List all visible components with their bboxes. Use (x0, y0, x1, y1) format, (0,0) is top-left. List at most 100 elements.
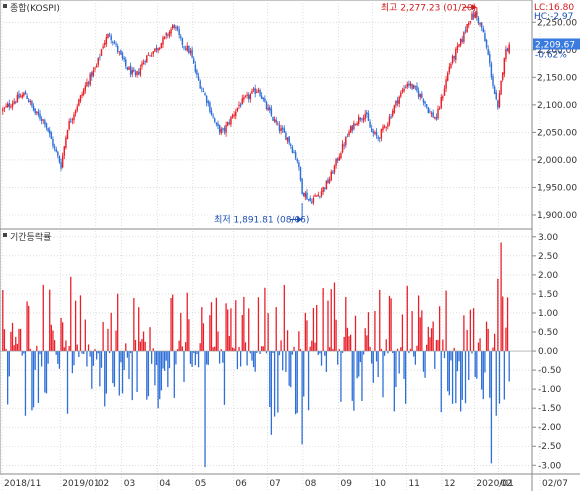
change-bar (482, 351, 484, 400)
change-bar (369, 346, 371, 352)
candle-body (404, 87, 407, 89)
candle-body (23, 93, 25, 96)
change-bar (366, 335, 368, 352)
change-bar (2, 289, 4, 352)
candle-body (396, 100, 399, 104)
candle-body (506, 48, 509, 52)
candle-body (21, 94, 23, 98)
x-tick-label: 03 (124, 479, 135, 489)
change-bar (424, 351, 426, 378)
change-bar (372, 351, 374, 383)
change-bar (217, 331, 219, 352)
change-bar (154, 351, 156, 386)
candle-body (82, 89, 85, 95)
candle-body (328, 179, 331, 183)
x-tick-label: 11 (408, 479, 419, 489)
candle-body (249, 94, 252, 100)
candle-body (345, 137, 347, 146)
change-bar (76, 344, 78, 352)
change-bar (361, 351, 363, 401)
candle-body (26, 95, 28, 99)
change-bar (371, 351, 373, 364)
change-bar (196, 351, 198, 355)
candle-body (472, 13, 475, 18)
change-bar (485, 321, 488, 352)
candle-body (283, 128, 286, 133)
candle-body (374, 132, 376, 134)
change-tick-label: 2.00 (538, 271, 558, 281)
change-bar (455, 351, 457, 404)
candle-body (86, 81, 88, 87)
change-bar (105, 351, 107, 394)
candle-body (435, 117, 438, 120)
candle-body (461, 39, 464, 42)
candle-body (285, 132, 287, 140)
change-bar (95, 351, 98, 360)
change-bar (285, 351, 287, 372)
change-bar (322, 288, 324, 352)
change-bar (403, 351, 405, 379)
candle-body (324, 187, 326, 189)
change-bar (83, 351, 85, 354)
candle-body (322, 186, 324, 193)
change-bar (346, 327, 349, 352)
change-bar (112, 351, 114, 384)
change-bar (301, 351, 303, 445)
candle-body (128, 67, 130, 70)
price-tick-label: 1,950.00 (537, 183, 577, 193)
candle-body (492, 76, 494, 86)
candle-body (267, 107, 269, 111)
candle-body (170, 29, 172, 34)
change-bar (405, 351, 407, 404)
change-bar (117, 293, 119, 352)
candle-body (10, 106, 12, 108)
change-bar (484, 351, 486, 373)
change-bar (170, 298, 172, 352)
change-bar (256, 351, 258, 354)
candle-body (311, 201, 313, 204)
change-bar (417, 295, 420, 352)
price-tick-label: 2,100.00 (537, 101, 577, 111)
change-bar (328, 347, 331, 352)
change-bar (202, 323, 205, 352)
candle-body (479, 22, 481, 25)
change-bar (280, 340, 282, 352)
candle-body (315, 195, 318, 197)
x-tick-label: 07 (269, 479, 280, 489)
change-bar (70, 276, 72, 352)
candle-body (370, 128, 373, 132)
change-bar (176, 349, 179, 352)
candle-body (332, 171, 334, 174)
change-bar (39, 351, 41, 355)
change-bar (343, 336, 345, 352)
candle-body (116, 45, 119, 52)
change-bar (278, 351, 281, 356)
candle-body (29, 101, 32, 103)
candle-body (230, 117, 232, 125)
x-tick-label: 09 (341, 479, 353, 489)
candle-body (53, 146, 56, 148)
candle-body (503, 57, 506, 75)
candle-body (482, 28, 485, 33)
candle-body (81, 94, 83, 96)
candle-body (349, 126, 352, 133)
change-bar (379, 289, 381, 352)
candle-body (149, 55, 151, 57)
candle-body (186, 45, 188, 51)
change-bar (254, 351, 256, 372)
change-bar (293, 346, 295, 352)
change-bar (94, 349, 96, 352)
change-bar (129, 351, 132, 354)
change-bar (481, 351, 483, 390)
candle-body (348, 131, 350, 136)
candle-body (201, 88, 203, 90)
candle-body (210, 110, 213, 115)
candle-body (343, 144, 345, 146)
y-axis-labels: 1,900.00 1,950.00 2,000.00 2,050.00 2,100.00… (532, 18, 577, 471)
high-arrow-icon (471, 4, 477, 11)
x-tick-label: 10 (374, 479, 386, 489)
change-bar (7, 351, 9, 405)
candle-body (317, 194, 320, 197)
candle-body (272, 116, 274, 121)
change-bar (362, 351, 365, 355)
